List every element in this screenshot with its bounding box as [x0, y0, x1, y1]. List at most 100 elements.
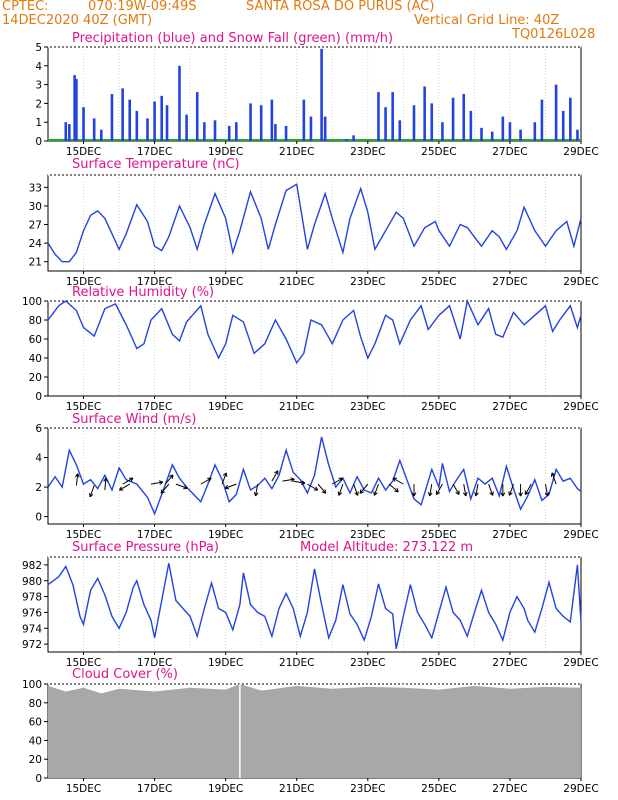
x-tick-label: 15DEC	[66, 146, 101, 158]
x-tick-label: 27DEC	[492, 529, 527, 541]
wind-arrow-head	[489, 491, 494, 496]
wind-arrow	[160, 483, 170, 494]
wind-arrow	[307, 483, 319, 491]
precip-bar	[270, 99, 274, 141]
x-tick-label: 19DEC	[208, 276, 243, 288]
wind-arrow	[317, 483, 327, 494]
precip-bar	[569, 97, 572, 141]
wind-arrow-head	[338, 477, 344, 482]
header-station: SANTA ROSA DO PURUS (AC)	[246, 0, 435, 14]
x-tick-label: 19DEC	[208, 146, 243, 158]
precip-bar	[384, 107, 387, 141]
y-tick-label: 974	[22, 623, 42, 635]
y-tick-label: 980	[22, 576, 42, 588]
wind-arrow-head	[160, 489, 166, 494]
y-tick-label: 0	[35, 391, 42, 403]
wind-arrow	[359, 483, 369, 494]
precip-bar	[128, 99, 132, 141]
precip-bar	[100, 129, 103, 141]
wind-arrow	[488, 483, 494, 496]
wind-arrow-head	[455, 490, 460, 495]
wind-arrow-head	[158, 480, 164, 485]
y-tick-label: 3	[35, 80, 42, 92]
panel-frame	[47, 300, 582, 397]
panel-title: Surface Wind (m/s)	[72, 412, 196, 427]
precip-bar	[110, 94, 114, 141]
precip-bar	[135, 110, 139, 141]
wind-arrow-head	[313, 486, 319, 491]
wind-arrow-head	[427, 491, 433, 497]
x-tick-label: 15DEC	[66, 276, 101, 288]
wind-arrow	[435, 483, 443, 495]
wind-arrow-head	[550, 472, 556, 477]
x-tick-label: 21DEC	[279, 276, 314, 288]
series-line	[47, 298, 582, 365]
header-grid-note: Vertical Grid Line: 40Z	[414, 13, 560, 28]
x-tick-label: 25DEC	[421, 783, 456, 795]
x-tick-label: 29DEC	[563, 146, 598, 158]
y-tick-label: 20	[29, 754, 42, 766]
y-tick-label: 80	[29, 315, 42, 327]
x-tick-label: 25DEC	[421, 146, 456, 158]
precip-bar	[412, 105, 416, 141]
wind-arrow-head	[88, 492, 94, 498]
y-tick-label: 21	[29, 257, 42, 269]
precip-bar	[249, 103, 252, 141]
x-tick-label: 27DEC	[492, 146, 527, 158]
precip-bar	[576, 129, 579, 141]
precip-bar	[73, 75, 76, 141]
wind-arrow	[89, 485, 95, 498]
precip-bar	[235, 122, 238, 141]
y-tick-label: 40	[29, 353, 42, 365]
wind-arrow-head	[118, 486, 124, 491]
y-tick-label: 30	[29, 201, 42, 213]
wind-arrow-head	[518, 492, 523, 497]
wind-arrow	[353, 483, 359, 496]
y-tick-label: 2	[35, 98, 42, 110]
y-tick-label: 100	[22, 679, 42, 691]
x-tick-label: 29DEC	[563, 657, 598, 669]
wind-arrow	[255, 484, 259, 497]
wind-arrow-head	[508, 491, 513, 496]
precip-bar	[259, 105, 263, 141]
y-tick-label: 0	[35, 136, 42, 148]
x-tick-label: 15DEC	[66, 783, 101, 795]
x-tick-label: 21DEC	[279, 529, 314, 541]
wind-arrow-head	[183, 484, 188, 490]
precip-bar	[501, 116, 505, 141]
wind-arrow	[224, 483, 237, 489]
y-tick-label: 60	[29, 717, 42, 729]
precip-bar	[398, 120, 402, 141]
precip-bar	[462, 94, 466, 141]
wind-arrow-head	[500, 492, 506, 497]
wind-arrow	[388, 483, 399, 493]
x-tick-label: 29DEC	[563, 529, 598, 541]
wind-arrow	[373, 483, 379, 496]
x-tick-label: 25DEC	[421, 657, 456, 669]
wind-arrow-head	[411, 492, 417, 497]
y-tick-label: 33	[29, 182, 42, 194]
precip-bar	[185, 114, 188, 141]
y-tick-label: 5	[35, 42, 42, 54]
y-tick-label: 2	[35, 482, 42, 494]
x-tick-label: 23DEC	[350, 783, 385, 795]
y-tick-label: 4	[35, 61, 42, 73]
x-tick-label: 17DEC	[137, 657, 172, 669]
cloud-cover-area	[48, 684, 581, 778]
x-tick-label: 29DEC	[563, 783, 598, 795]
precip-bar	[178, 65, 181, 141]
x-tick-label: 17DEC	[137, 401, 172, 413]
wind-arrow	[175, 483, 188, 489]
precip-bar	[121, 88, 124, 141]
precip-bar	[423, 86, 426, 141]
precip-bar	[153, 101, 156, 141]
x-tick-label: 17DEC	[137, 276, 172, 288]
wind-arrow	[544, 484, 549, 497]
wind-arrow-head	[392, 477, 397, 482]
precip-bar	[391, 92, 394, 141]
wind-arrow	[551, 472, 557, 485]
precip-bar	[203, 122, 206, 141]
precip-bar	[508, 122, 512, 141]
x-tick-label: 17DEC	[137, 146, 172, 158]
precip-bar	[441, 122, 444, 141]
